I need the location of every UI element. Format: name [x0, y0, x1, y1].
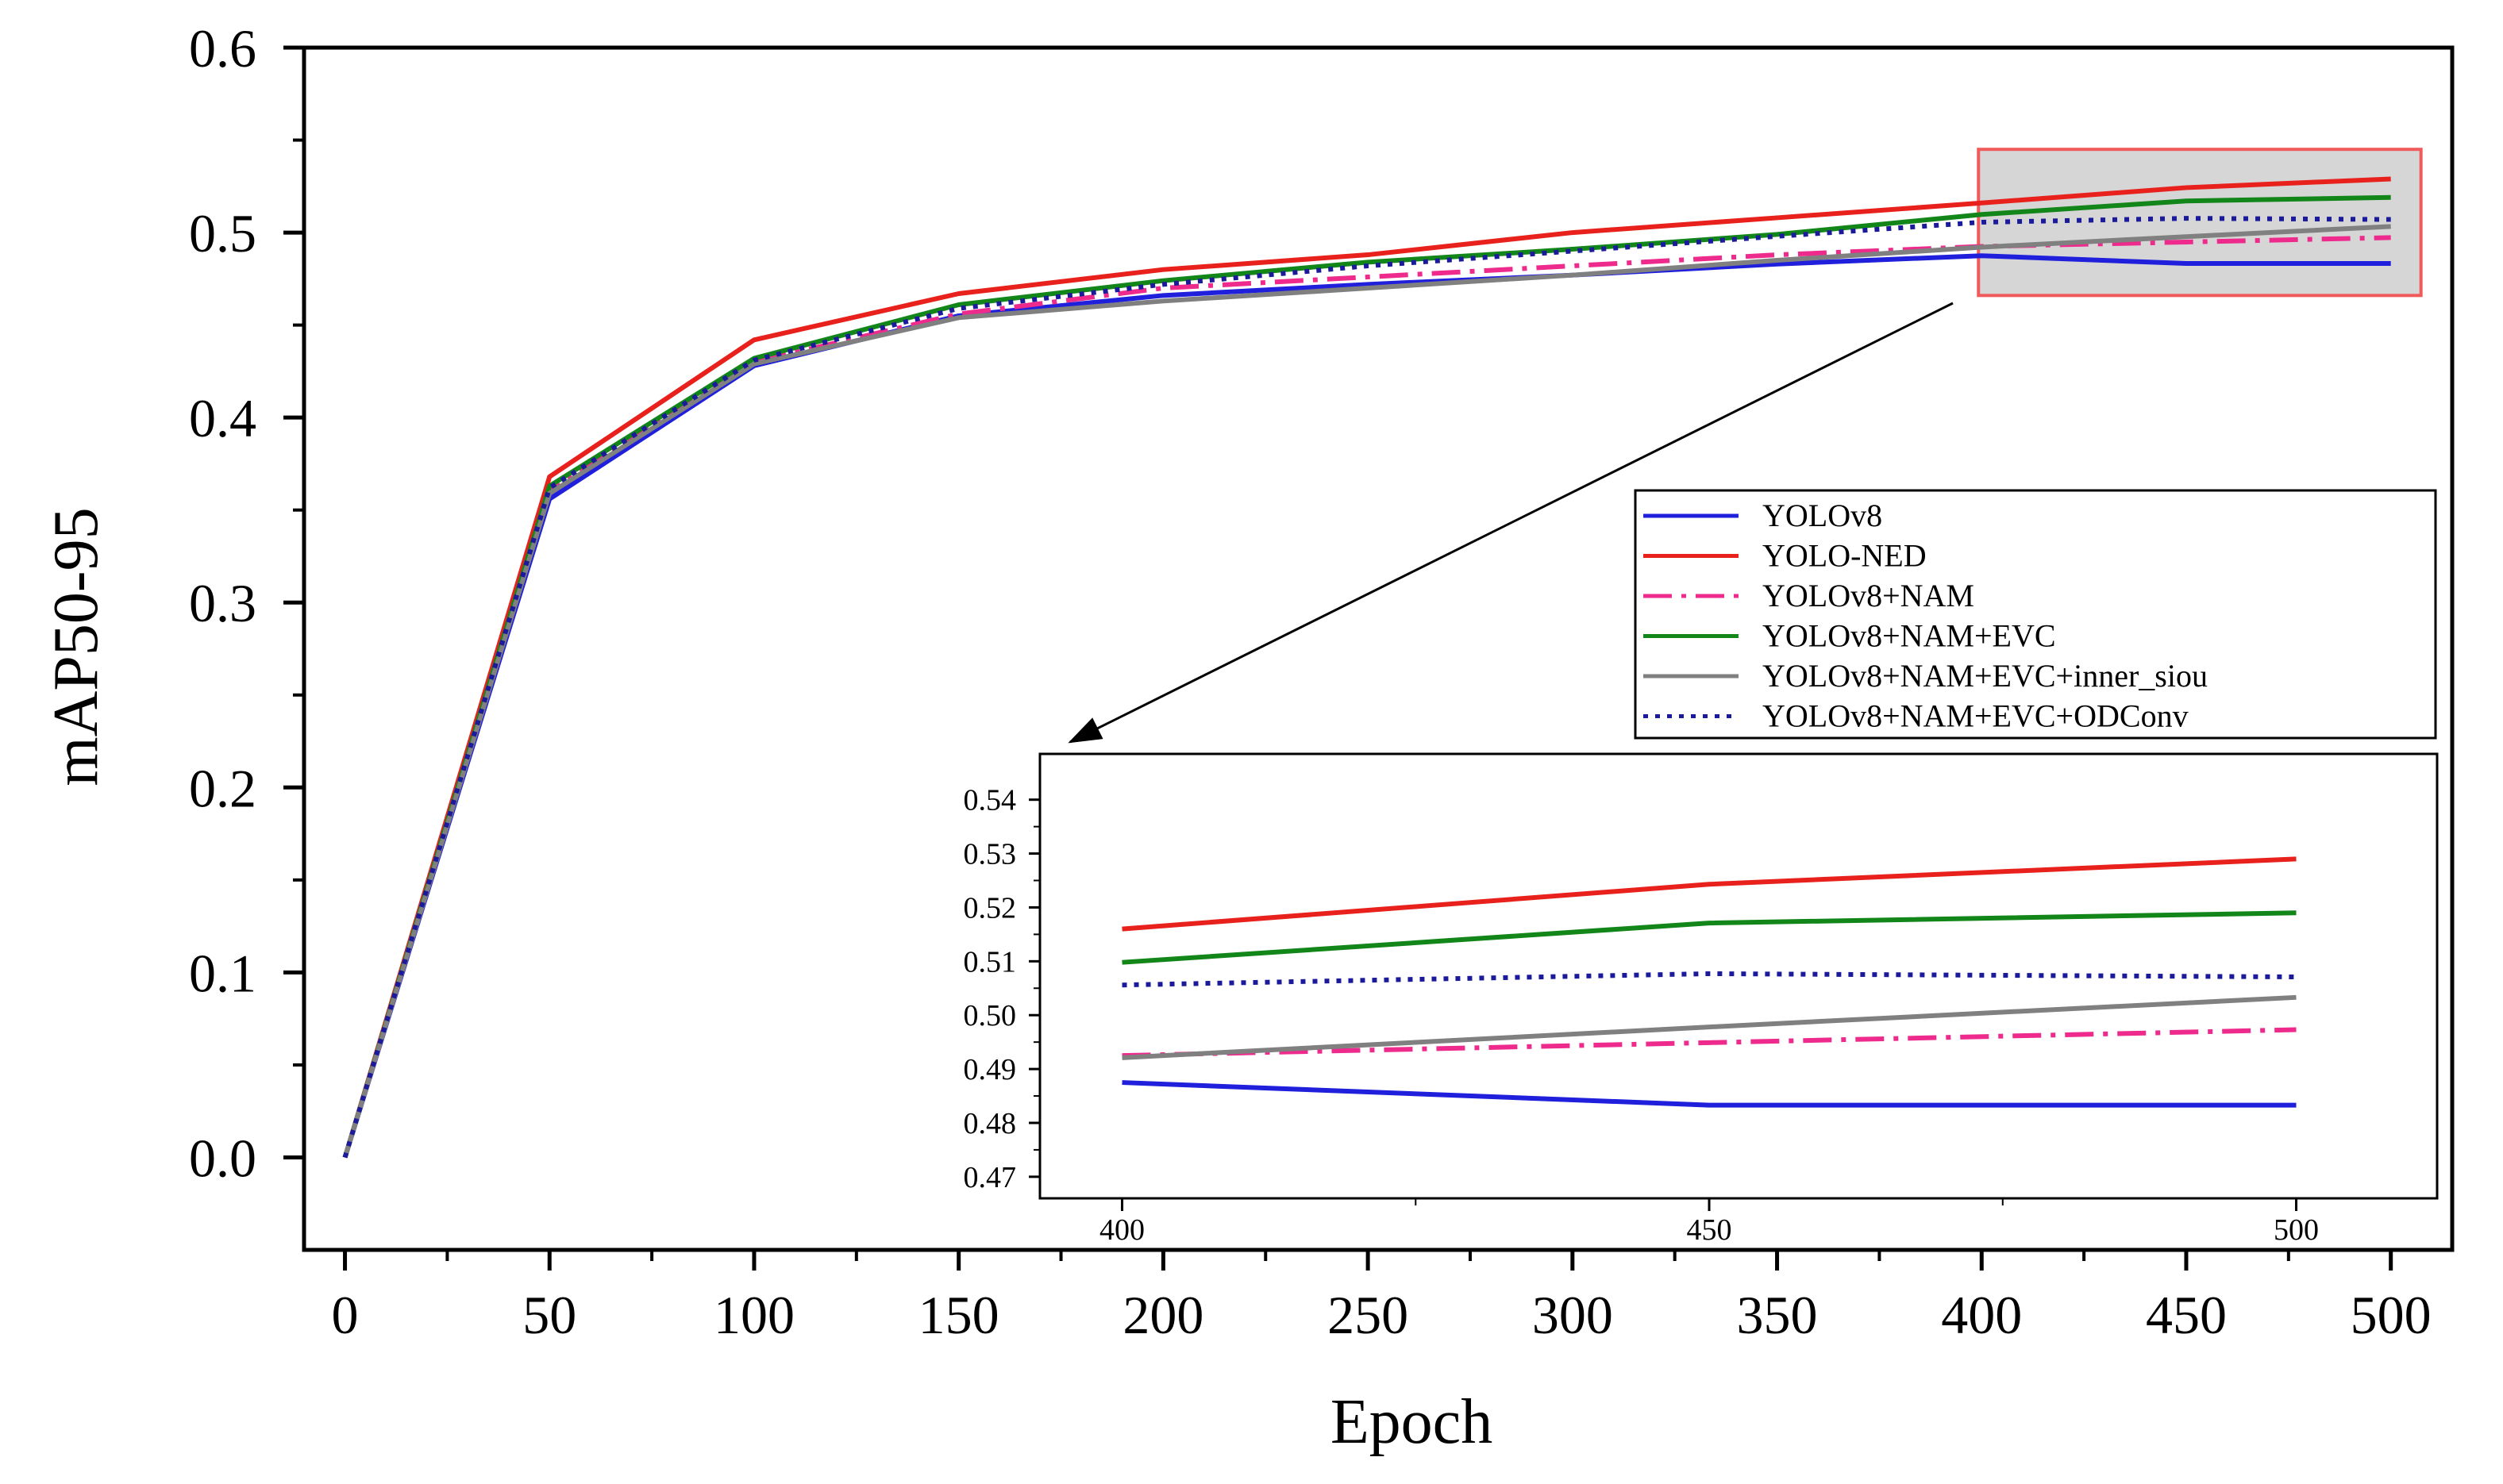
inset-x-tick-label: 400 — [1099, 1213, 1145, 1247]
series-line-4 — [342, 224, 2391, 1159]
y-tick-label: 0.5 — [189, 203, 256, 263]
legend-label-5: YOLOv8+NAM+EVC+ODConv — [1762, 698, 2189, 734]
inset-y-tick-label: 0.54 — [964, 784, 1017, 817]
x-tick-label: 250 — [1327, 1285, 1408, 1345]
y-tick-label: 0.2 — [189, 758, 256, 818]
x-tick-label: 150 — [918, 1285, 999, 1345]
plot-frame — [302, 45, 2455, 1252]
legend-label-1: YOLO-NED — [1762, 538, 1927, 574]
legend-label-4: YOLOv8+NAM+EVC+inner_siou — [1762, 658, 2208, 694]
y-tick-label: 0.3 — [189, 573, 256, 633]
legend-label-0: YOLOv8 — [1762, 498, 1882, 533]
inset-y-tick-label: 0.47 — [964, 1161, 1017, 1194]
x-tick-label: 100 — [714, 1285, 795, 1345]
inset-x-tick-label: 500 — [2274, 1213, 2319, 1247]
x-tick-label: 500 — [2351, 1285, 2432, 1345]
inset-series-line-2 — [1122, 1027, 2297, 1059]
x-tick-label: 450 — [2146, 1285, 2227, 1345]
y-tick-label: 0.1 — [189, 943, 256, 1003]
inset-ticks: 0.47 0.48 0.49 0.50 0.51 0.52 0.53 0.54 400 450 50… — [964, 784, 2320, 1247]
inset-series-line-5 — [1122, 971, 2297, 988]
x-tick-label: 50 — [522, 1285, 576, 1345]
legend-label-2: YOLOv8+NAM — [1762, 578, 1974, 613]
inset-series — [1122, 856, 2297, 1108]
main-ticks: 0 50 100 150 200 250 300 350 400 450 500 0.0 0.1 0.2 0… — [189, 18, 2432, 1345]
inset-series-line-3 — [1122, 910, 2297, 965]
legend: YOLOv8 YOLO-NED YOLOv8+NAM YOLOv8+NAM+EVC YO… — [1643, 498, 2208, 734]
x-tick-label: 400 — [1941, 1285, 2022, 1345]
legend-label-3: YOLOv8+NAM+EVC — [1762, 618, 2056, 654]
inset-y-tick-label: 0.52 — [964, 891, 1017, 925]
inset-y-tick-label: 0.48 — [964, 1107, 1017, 1140]
inset-y-tick-label: 0.50 — [964, 999, 1017, 1032]
y-tick-label: 0.0 — [189, 1128, 256, 1188]
x-tick-label: 0 — [332, 1285, 359, 1345]
legend-box — [1634, 489, 2437, 740]
inset-x-tick-label: 450 — [1687, 1213, 1732, 1247]
inset-y-tick-label: 0.53 — [964, 838, 1017, 871]
x-tick-label: 200 — [1122, 1285, 1203, 1345]
zoom-arrow — [1068, 302, 1954, 744]
zoom-box — [1977, 148, 2423, 298]
x-tick-label: 300 — [1532, 1285, 1613, 1345]
inset-y-tick-label: 0.51 — [964, 945, 1017, 978]
inset-series-line-1 — [1122, 856, 2297, 932]
inset-series-line-4 — [1122, 994, 2297, 1060]
y-tick-label: 0.4 — [189, 388, 256, 448]
main-series — [342, 176, 2391, 1159]
y-tick-label: 0.6 — [189, 18, 256, 79]
series-line-5 — [342, 216, 2391, 1159]
x-tick-label: 350 — [1737, 1285, 1818, 1345]
inset-series-line-0 — [1122, 1080, 2297, 1108]
series-line-0 — [342, 253, 2391, 1159]
y-axis-title: mAP50-95 — [41, 507, 111, 786]
x-axis-title: Epoch — [1330, 1387, 1492, 1457]
inset-y-tick-label: 0.49 — [964, 1053, 1017, 1086]
series-line-1 — [342, 176, 2391, 1159]
inset-frame — [1038, 752, 2439, 1200]
